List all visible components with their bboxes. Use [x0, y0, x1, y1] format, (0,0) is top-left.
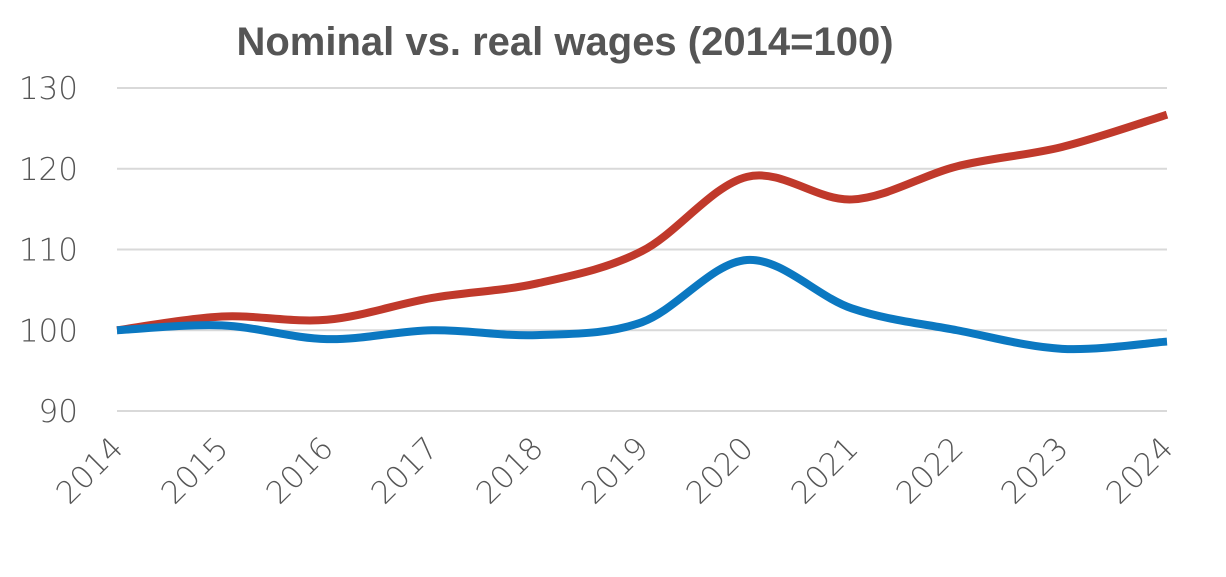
- y-tick-label: 100: [19, 313, 78, 349]
- x-tick-label: 2021: [784, 430, 865, 511]
- x-tick-label: 2023: [994, 430, 1075, 511]
- x-tick-label: 2020: [679, 430, 760, 511]
- x-tick-label: 2018: [469, 430, 550, 511]
- x-tick-label: 2016: [259, 430, 340, 511]
- x-tick-label: 2014: [49, 430, 130, 511]
- y-tick-label: 130: [19, 71, 78, 107]
- x-tick-label: 2015: [154, 430, 235, 511]
- x-tick-label: 2022: [889, 430, 970, 511]
- y-tick-label: 90: [39, 394, 78, 430]
- x-tick-label: 2019: [574, 430, 655, 511]
- x-tick-label: 2024: [1099, 430, 1180, 511]
- chart-title: Nominal vs. real wages (2014=100): [236, 20, 893, 64]
- series-line-real: [116, 255, 1168, 354]
- y-tick-label: 120: [19, 152, 78, 188]
- series-line-nominal: [116, 110, 1169, 335]
- y-tick-label: 110: [19, 233, 78, 269]
- x-tick-label: 2017: [364, 430, 445, 511]
